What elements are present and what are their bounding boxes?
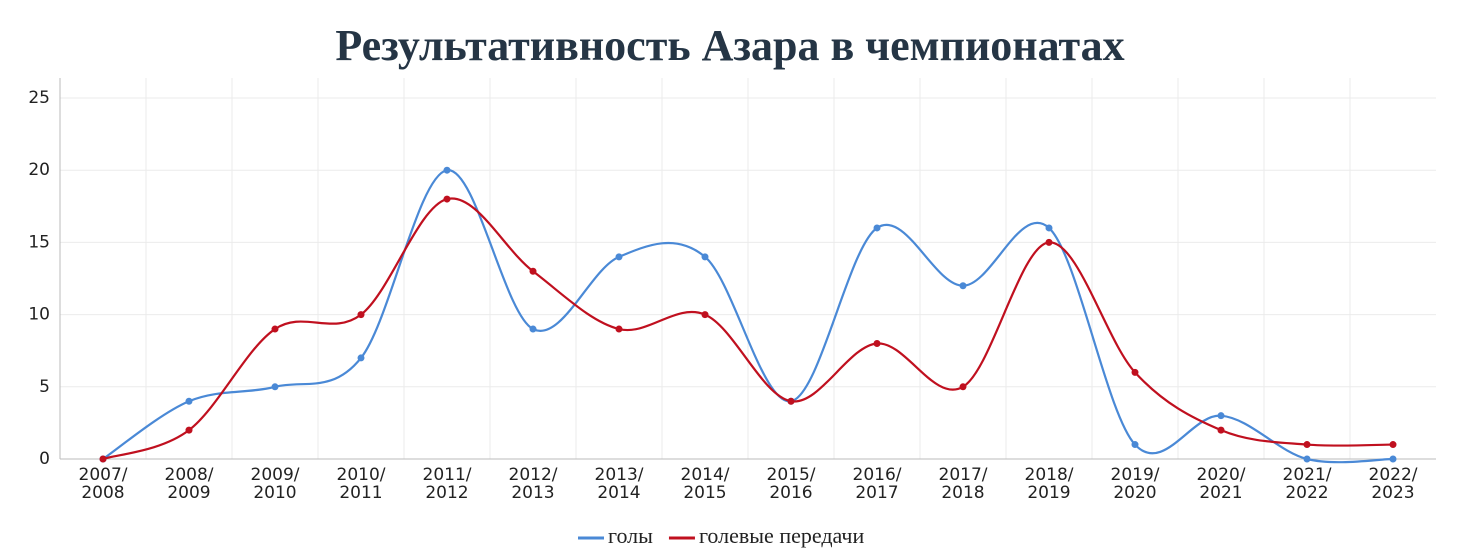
x-tick-label: 2018/ 2019 [1024, 465, 1074, 503]
point [529, 267, 537, 275]
x-tick-label: 2021/ 2022 [1282, 465, 1332, 503]
x-tick-label: 2010/ 2011 [336, 465, 386, 503]
x-tick-label: 2019/ 2020 [1110, 465, 1160, 503]
legend-label: голы [608, 523, 653, 548]
point [1217, 412, 1225, 420]
point [1131, 368, 1139, 376]
x-tick-label: 2009/ 2010 [250, 465, 300, 503]
x-tick-label: 2014/ 2015 [680, 465, 730, 503]
point [99, 455, 107, 463]
point [1303, 441, 1311, 449]
y-tick-label: 25 [28, 88, 50, 108]
point [615, 325, 623, 333]
x-tick-label: 2007/ 2008 [78, 465, 128, 503]
point [959, 383, 967, 391]
point [873, 339, 881, 347]
y-tick-label: 20 [28, 160, 50, 180]
point [185, 426, 193, 434]
chart-title: Результативность Азара в чемпионатах [335, 21, 1124, 70]
point [615, 253, 623, 261]
series-line [102, 169, 1394, 464]
x-tick-label: 2017/ 2018 [938, 465, 988, 503]
point [357, 354, 365, 362]
point [1045, 224, 1053, 232]
x-tick-label: 2022/ 2023 [1368, 465, 1418, 503]
x-tick-label: 2013/ 2014 [594, 465, 644, 503]
point [701, 253, 709, 261]
y-tick-label: 5 [39, 377, 50, 397]
point [271, 383, 279, 391]
y-tick-label: 15 [28, 232, 50, 252]
point [185, 397, 193, 405]
x-tick-label: 2011/ 2012 [422, 465, 472, 503]
x-tick-label: 2016/ 2017 [852, 465, 902, 503]
x-tick-label: 2008/ 2009 [164, 465, 214, 503]
x-tick-label: 2020/ 2021 [1196, 465, 1246, 503]
point [959, 282, 967, 290]
x-tick-label: 2015/ 2016 [766, 465, 816, 503]
point [1389, 455, 1397, 463]
point [1303, 455, 1311, 463]
point [1131, 441, 1139, 449]
y-tick-label: 10 [28, 305, 50, 325]
point [443, 166, 451, 174]
y-tick-label: 0 [39, 449, 50, 469]
point [443, 195, 451, 203]
point [787, 397, 795, 405]
point [1217, 426, 1225, 434]
x-tick-label: 2012/ 2013 [508, 465, 558, 503]
point [271, 325, 279, 333]
point [357, 311, 365, 319]
point [701, 311, 709, 319]
series-line [102, 197, 1394, 461]
point [873, 224, 881, 232]
point [529, 325, 537, 333]
point [1389, 441, 1397, 449]
legend-label: голевые передачи [699, 523, 865, 548]
point [1045, 238, 1053, 246]
